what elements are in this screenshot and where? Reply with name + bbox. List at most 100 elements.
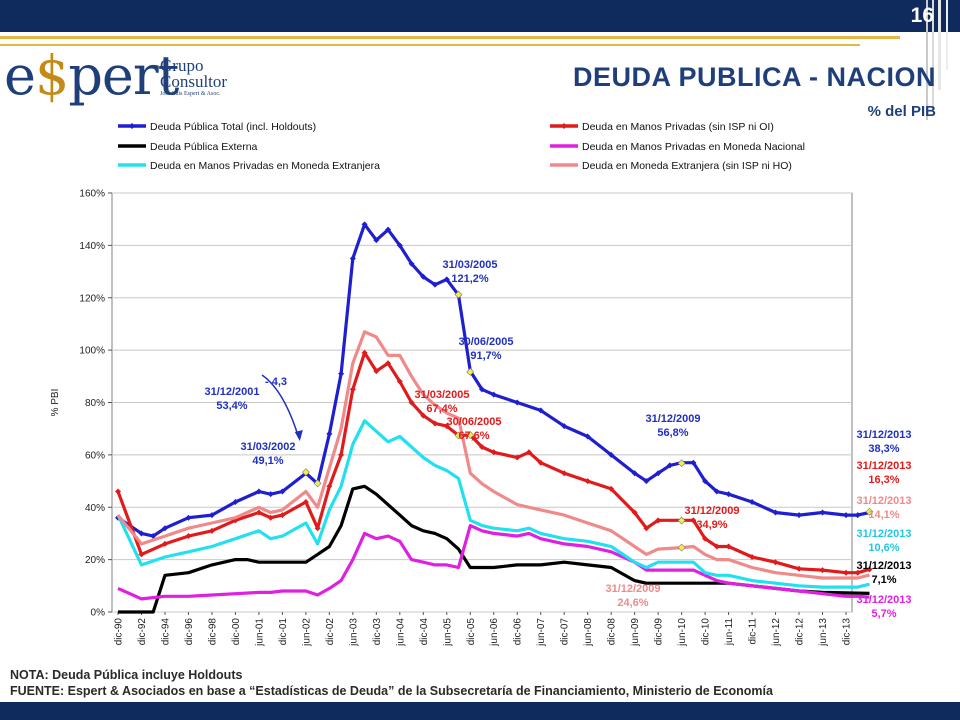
annotation-label: 31/12/2013 xyxy=(856,560,911,572)
series-marker-2 xyxy=(326,483,333,490)
highlight-marker xyxy=(454,431,463,440)
series-marker-1 xyxy=(279,488,286,495)
espert-logo: e$pert Grupo Consultor José Luis Espert … xyxy=(4,44,234,114)
annotation-label: 10,6% xyxy=(868,542,899,554)
series-marker-1 xyxy=(796,512,803,519)
series-marker-1 xyxy=(396,242,403,249)
series-line-6 xyxy=(116,330,870,580)
highlight-marker xyxy=(677,516,686,525)
highlight-marker xyxy=(677,459,686,468)
annotation-label: 16,3% xyxy=(868,474,899,486)
annotation-label: 24,6% xyxy=(617,597,648,609)
series-marker-1 xyxy=(725,491,732,498)
series-marker-2 xyxy=(584,478,591,485)
series-marker-1 xyxy=(584,433,591,440)
x-tick-label: jun-13 xyxy=(818,618,829,647)
highlight-marker xyxy=(466,431,475,439)
x-tick-label: dic-13 xyxy=(842,618,853,646)
logo-wordmark: e$pert xyxy=(4,44,179,107)
annotation-label: 31/03/2002 xyxy=(240,441,295,453)
x-tick-label: dic-09 xyxy=(654,618,665,646)
annotation-label: 31/12/2013 xyxy=(856,460,911,472)
series-marker-2 xyxy=(302,499,309,506)
y-tick-label: 20% xyxy=(85,555,105,566)
series-marker-1 xyxy=(854,512,861,519)
x-tick-label: dic-02 xyxy=(325,618,336,646)
annotation-label: 31/03/2005 xyxy=(414,389,469,401)
series-marker-2 xyxy=(608,485,615,492)
series-marker-2 xyxy=(819,567,826,574)
x-tick-label: dic-90 xyxy=(114,618,125,646)
series-marker-2 xyxy=(255,509,262,516)
series-marker-1 xyxy=(819,509,826,516)
legend-label: Deuda en Moneda Extranjera (sin ISP ni H… xyxy=(582,160,792,172)
series-line-4 xyxy=(117,524,870,601)
series-marker-2 xyxy=(349,386,356,393)
x-tick-label: jun-12 xyxy=(771,618,782,647)
series-marker-2 xyxy=(866,566,873,573)
series-marker-2 xyxy=(713,543,720,550)
series-marker-2 xyxy=(479,444,485,451)
series-marker-2 xyxy=(115,488,121,495)
change-arrow-head xyxy=(294,430,303,441)
series-marker-2 xyxy=(772,559,779,566)
annotation-label: 34,9% xyxy=(696,519,727,531)
annotation-label: 91,7% xyxy=(470,350,501,362)
series-marker-2 xyxy=(561,470,568,477)
series-marker-2 xyxy=(843,569,849,576)
series-marker-2 xyxy=(361,349,368,356)
series-marker-1 xyxy=(408,260,415,267)
highlight-marker xyxy=(677,543,686,552)
series-marker-1 xyxy=(561,423,568,430)
series-marker-2 xyxy=(432,420,439,427)
logo-subtitle: Grupo Consultor José Luis Espert & Asoc. xyxy=(160,56,228,97)
highlight-marker xyxy=(301,468,310,477)
series-marker-2 xyxy=(643,525,650,532)
series-marker-2 xyxy=(854,569,861,576)
annotation-label: 31/12/2009 xyxy=(605,583,660,595)
annotation-label: 31/12/2009 xyxy=(645,413,700,425)
annotation-label: 121,2% xyxy=(451,273,489,285)
series-marker-1 xyxy=(432,281,439,288)
annotation-label: 30/06/2005 xyxy=(446,416,501,428)
annotation-label: 67,6% xyxy=(458,430,489,442)
series-marker-2 xyxy=(525,449,532,456)
y-tick-label: 0% xyxy=(91,608,106,619)
series-marker-1 xyxy=(514,399,521,406)
y-axis-label: % PBI xyxy=(50,389,61,417)
y-tick-label: 160% xyxy=(79,189,105,200)
x-tick-label: jun-07 xyxy=(536,618,547,647)
highlight-marker xyxy=(865,507,874,516)
series-marker-1 xyxy=(361,221,368,228)
annotation-label: 49,1% xyxy=(252,455,283,467)
series-marker-2 xyxy=(385,360,392,367)
series-marker-2 xyxy=(338,451,345,458)
x-tick-label: dic-03 xyxy=(372,618,383,646)
series-marker-1 xyxy=(420,273,427,280)
series-marker-1 xyxy=(150,533,157,540)
x-tick-label: jun-05 xyxy=(442,618,453,647)
x-tick-label: jun-04 xyxy=(395,618,406,647)
x-tick-label: dic-07 xyxy=(560,618,571,646)
page-number: 16 xyxy=(910,4,934,27)
series-marker-1 xyxy=(690,459,697,466)
annotation-label: 38,3% xyxy=(868,443,899,455)
legend-label: Deuda en Manos Privadas en Moneda Extran… xyxy=(150,160,380,172)
series-marker-2 xyxy=(443,423,450,430)
annotation-label: 31/12/2013 xyxy=(856,594,911,606)
legend-label: Deuda Pública Total (incl. Holdouts) xyxy=(150,121,316,133)
x-tick-label: jun-11 xyxy=(724,618,735,646)
x-tick-label: dic-12 xyxy=(795,618,806,646)
x-tick-label: jun-10 xyxy=(677,618,688,647)
series-marker-2 xyxy=(537,459,544,466)
footer-source: FUENTE: Espert & Asociados en base a “Es… xyxy=(10,684,773,698)
series-marker-2 xyxy=(267,514,274,521)
series-marker-2 xyxy=(749,554,756,561)
series-marker-2 xyxy=(514,454,521,461)
series-marker-1 xyxy=(185,514,192,521)
annotation-label: 31/12/2013 xyxy=(856,429,911,441)
series-marker-2 xyxy=(279,512,286,519)
series-line-3 xyxy=(118,484,870,614)
gold-stripe xyxy=(0,36,900,39)
